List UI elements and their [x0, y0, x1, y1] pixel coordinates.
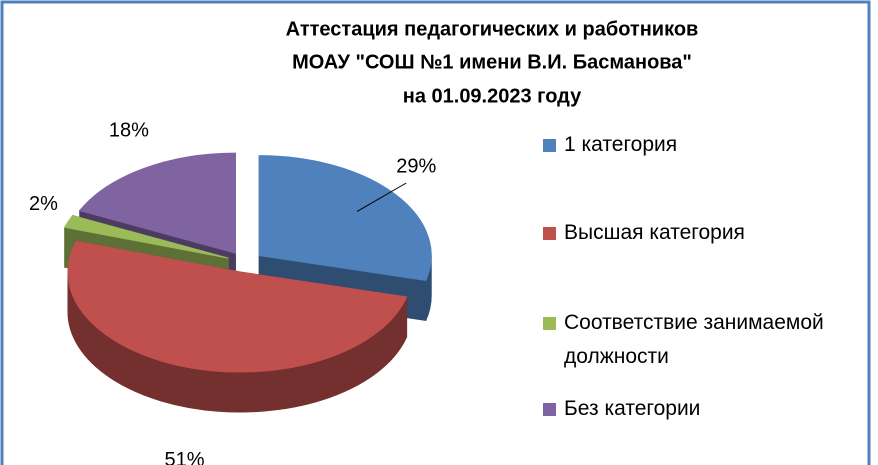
- legend-label: 1 категория: [564, 133, 678, 156]
- legend-label: Без категории: [564, 397, 701, 420]
- legend-item: Без категории: [540, 392, 700, 426]
- legend-item: Высшая категория: [540, 216, 745, 250]
- legend-swatch: [543, 227, 556, 240]
- slice: [63, 215, 229, 259]
- legend-label: Высшая категория: [564, 221, 745, 244]
- data-label: 2%: [29, 193, 58, 215]
- chart-title: на 01.09.2023 году: [403, 85, 582, 107]
- slice: [67, 240, 408, 373]
- chart-title: МОАУ "СОШ №1 имени В.И. Басманова": [292, 51, 692, 73]
- legend-swatch: [543, 317, 556, 330]
- data-label: 29%: [396, 155, 436, 177]
- slice: [258, 155, 432, 282]
- legend-item: Соответствие занимаемой должности: [540, 306, 870, 374]
- chart-title: Аттестация педагогических и работников: [286, 18, 699, 40]
- legend-label: Соответствие занимаемой должности: [564, 311, 824, 368]
- data-label: 18%: [109, 119, 149, 141]
- data-label: 51%: [165, 449, 205, 465]
- legend-item: 1 категория: [540, 128, 677, 162]
- leader-line: [356, 182, 407, 212]
- legend-swatch: [543, 139, 556, 152]
- slice: [78, 152, 236, 254]
- legend-swatch: [543, 403, 556, 416]
